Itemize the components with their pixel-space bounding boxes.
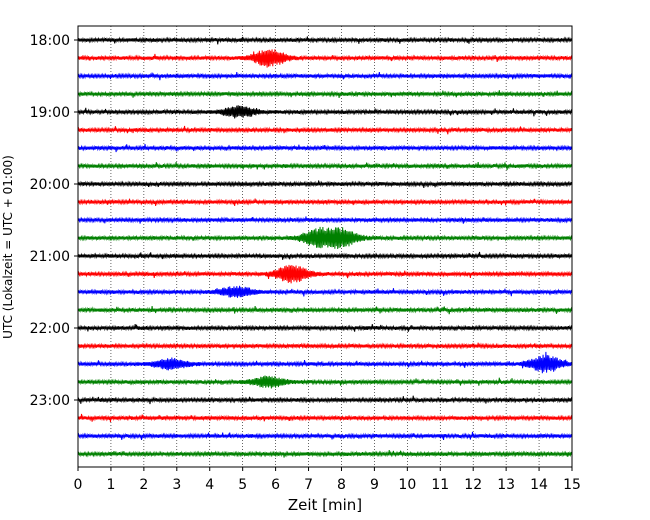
x-tick-label: 13 bbox=[497, 477, 515, 493]
trace-2045 bbox=[77, 226, 573, 249]
x-tick-label: 10 bbox=[398, 477, 416, 493]
y-tick-label: 19:00 bbox=[30, 105, 70, 121]
trace-1800 bbox=[77, 36, 573, 45]
trace-1900 bbox=[77, 105, 573, 119]
trace-2100 bbox=[77, 251, 573, 260]
trace-2230 bbox=[77, 351, 573, 374]
trace-2330 bbox=[77, 431, 573, 441]
x-tick-label: 9 bbox=[370, 477, 379, 493]
trace-1915 bbox=[77, 125, 573, 135]
trace-1930 bbox=[77, 143, 573, 153]
trace-2315 bbox=[77, 413, 573, 423]
trace-2245 bbox=[77, 375, 573, 389]
y-axis-label: UTC (Lokalzeit = UTC + 01:00) bbox=[1, 155, 15, 339]
x-axis-label: Zeit [min] bbox=[288, 496, 362, 514]
y-tick-label: 20:00 bbox=[30, 177, 70, 193]
trace-1845 bbox=[77, 90, 573, 98]
x-tick-label: 3 bbox=[172, 477, 181, 493]
y-tick-label: 18:00 bbox=[30, 33, 70, 49]
x-tick-label: 5 bbox=[238, 477, 247, 493]
x-tick-label: 4 bbox=[205, 477, 214, 493]
trace-2215 bbox=[77, 342, 573, 350]
y-axis-ticks: 18:00 19:00 20:00 21:00 22:00 23:00 bbox=[30, 33, 78, 409]
trace-2015 bbox=[77, 198, 573, 207]
seismic-traces bbox=[77, 36, 573, 458]
trace-1815 bbox=[77, 49, 573, 68]
x-tick-label: 2 bbox=[139, 477, 148, 493]
trace-1830 bbox=[77, 71, 573, 81]
trace-2030 bbox=[77, 216, 573, 224]
trace-2345 bbox=[77, 450, 573, 458]
trace-2115 bbox=[77, 264, 573, 284]
trace-2000 bbox=[77, 180, 573, 188]
trace-2200 bbox=[77, 324, 573, 332]
y-tick-label: 21:00 bbox=[30, 249, 70, 265]
x-tick-label: 12 bbox=[464, 477, 482, 493]
plot-frame bbox=[77, 25, 573, 468]
x-axis-ticks: 0 1 2 3 4 5 6 7 8 9 10 11 12 13 14 15 bbox=[74, 467, 581, 493]
trace-2145 bbox=[77, 305, 573, 315]
x-tick-label: 1 bbox=[106, 477, 115, 493]
x-tick-label: 6 bbox=[271, 477, 280, 493]
x-tick-label: 0 bbox=[74, 477, 83, 493]
trace-2300 bbox=[77, 395, 573, 405]
y-tick-label: 23:00 bbox=[30, 393, 70, 409]
x-tick-label: 8 bbox=[337, 477, 346, 493]
x-tick-label: 14 bbox=[530, 477, 548, 493]
y-tick-label: 22:00 bbox=[30, 321, 70, 337]
trace-1945 bbox=[77, 161, 573, 171]
x-tick-label: 11 bbox=[431, 477, 449, 493]
x-tick-label: 15 bbox=[563, 477, 581, 493]
x-tick-label: 7 bbox=[304, 477, 313, 493]
trace-2130 bbox=[77, 285, 573, 298]
